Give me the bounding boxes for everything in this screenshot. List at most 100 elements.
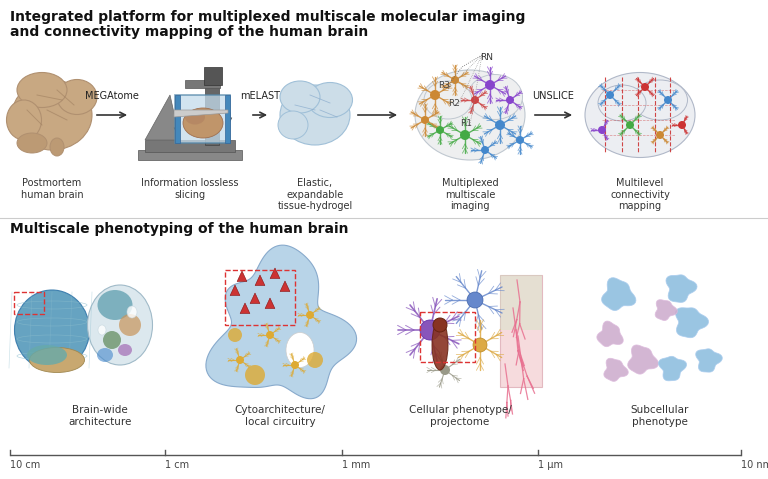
Text: Cellular phenotype/
projectome: Cellular phenotype/ projectome	[409, 405, 511, 427]
Polygon shape	[597, 321, 623, 347]
Ellipse shape	[306, 311, 314, 319]
Ellipse shape	[307, 82, 353, 117]
Text: and connectivity mapping of the human brain: and connectivity mapping of the human br…	[10, 25, 368, 39]
Polygon shape	[601, 278, 636, 310]
Ellipse shape	[641, 83, 649, 91]
Ellipse shape	[598, 126, 606, 134]
Ellipse shape	[432, 320, 448, 370]
Text: Postmortem
human brain: Postmortem human brain	[21, 178, 83, 200]
Polygon shape	[206, 245, 356, 399]
Ellipse shape	[29, 347, 84, 373]
Polygon shape	[696, 349, 723, 372]
Polygon shape	[145, 95, 180, 140]
Ellipse shape	[506, 96, 514, 104]
Ellipse shape	[27, 345, 67, 365]
Polygon shape	[676, 308, 709, 338]
Polygon shape	[230, 285, 240, 296]
Ellipse shape	[415, 70, 525, 160]
Ellipse shape	[421, 116, 429, 124]
Ellipse shape	[236, 356, 244, 364]
Text: RN: RN	[480, 53, 493, 62]
Ellipse shape	[12, 80, 92, 150]
Ellipse shape	[433, 318, 447, 332]
Ellipse shape	[467, 292, 483, 308]
Ellipse shape	[468, 75, 522, 119]
Ellipse shape	[228, 328, 242, 342]
Ellipse shape	[119, 314, 141, 336]
Text: R1: R1	[460, 118, 472, 127]
Polygon shape	[604, 358, 628, 381]
Bar	[14, 292, 44, 314]
Ellipse shape	[430, 90, 440, 100]
Ellipse shape	[471, 96, 479, 104]
Bar	[225, 95, 230, 143]
Ellipse shape	[291, 361, 299, 369]
Text: Brain-wide
architecture: Brain-wide architecture	[68, 405, 131, 427]
Ellipse shape	[598, 85, 646, 121]
Bar	[420, 312, 475, 362]
Polygon shape	[174, 110, 228, 117]
Ellipse shape	[278, 111, 308, 139]
Ellipse shape	[266, 331, 274, 339]
Bar	[175, 95, 230, 143]
Polygon shape	[237, 271, 247, 282]
Polygon shape	[255, 275, 265, 285]
Ellipse shape	[481, 146, 489, 154]
Ellipse shape	[307, 352, 323, 368]
Ellipse shape	[88, 285, 153, 365]
Ellipse shape	[485, 80, 495, 90]
Ellipse shape	[183, 108, 223, 138]
Ellipse shape	[286, 332, 314, 367]
Ellipse shape	[280, 81, 320, 113]
Ellipse shape	[245, 365, 265, 385]
Ellipse shape	[424, 81, 472, 119]
Bar	[185, 80, 220, 88]
Text: Multiplexed
multiscale
imaging: Multiplexed multiscale imaging	[442, 178, 498, 211]
Ellipse shape	[420, 320, 440, 340]
Text: R3: R3	[438, 80, 450, 90]
Text: Multiscale phenotyping of the human brain: Multiscale phenotyping of the human brai…	[10, 222, 349, 236]
Text: mELAST: mELAST	[240, 91, 280, 101]
Text: 10 nm: 10 nm	[741, 460, 768, 470]
Ellipse shape	[280, 85, 350, 145]
Ellipse shape	[436, 126, 444, 134]
Ellipse shape	[15, 290, 90, 370]
Ellipse shape	[98, 325, 106, 335]
Ellipse shape	[656, 131, 664, 139]
Bar	[500, 275, 542, 330]
Text: Cytoarchitecture/
local circuitry: Cytoarchitecture/ local circuitry	[234, 405, 326, 427]
Polygon shape	[240, 303, 250, 313]
Ellipse shape	[17, 72, 67, 107]
Text: Subcellular
phenotype: Subcellular phenotype	[631, 405, 689, 427]
Text: Integrated platform for multiplexed multiscale molecular imaging: Integrated platform for multiplexed mult…	[10, 10, 525, 24]
Ellipse shape	[495, 120, 505, 130]
Bar	[225, 270, 295, 325]
Text: 10 cm: 10 cm	[10, 460, 40, 470]
Bar	[500, 275, 542, 387]
Bar	[175, 95, 180, 143]
Ellipse shape	[57, 80, 97, 114]
Ellipse shape	[606, 91, 614, 99]
Bar	[205, 85, 219, 145]
Polygon shape	[265, 298, 275, 308]
Ellipse shape	[633, 80, 687, 120]
Ellipse shape	[17, 133, 47, 153]
Ellipse shape	[516, 136, 524, 144]
Ellipse shape	[451, 76, 459, 84]
Bar	[138, 150, 242, 160]
Polygon shape	[658, 356, 687, 381]
Ellipse shape	[185, 110, 205, 125]
Text: R2: R2	[448, 99, 460, 107]
Text: Information lossless
slicing: Information lossless slicing	[141, 178, 239, 200]
Ellipse shape	[97, 348, 113, 362]
Polygon shape	[280, 281, 290, 292]
Polygon shape	[655, 300, 677, 320]
Polygon shape	[627, 345, 658, 374]
Ellipse shape	[6, 100, 41, 140]
Ellipse shape	[50, 138, 64, 156]
Ellipse shape	[118, 344, 132, 356]
Text: MEGAtome: MEGAtome	[85, 91, 139, 101]
Polygon shape	[250, 293, 260, 304]
Text: 1 cm: 1 cm	[165, 460, 189, 470]
Ellipse shape	[460, 130, 470, 140]
